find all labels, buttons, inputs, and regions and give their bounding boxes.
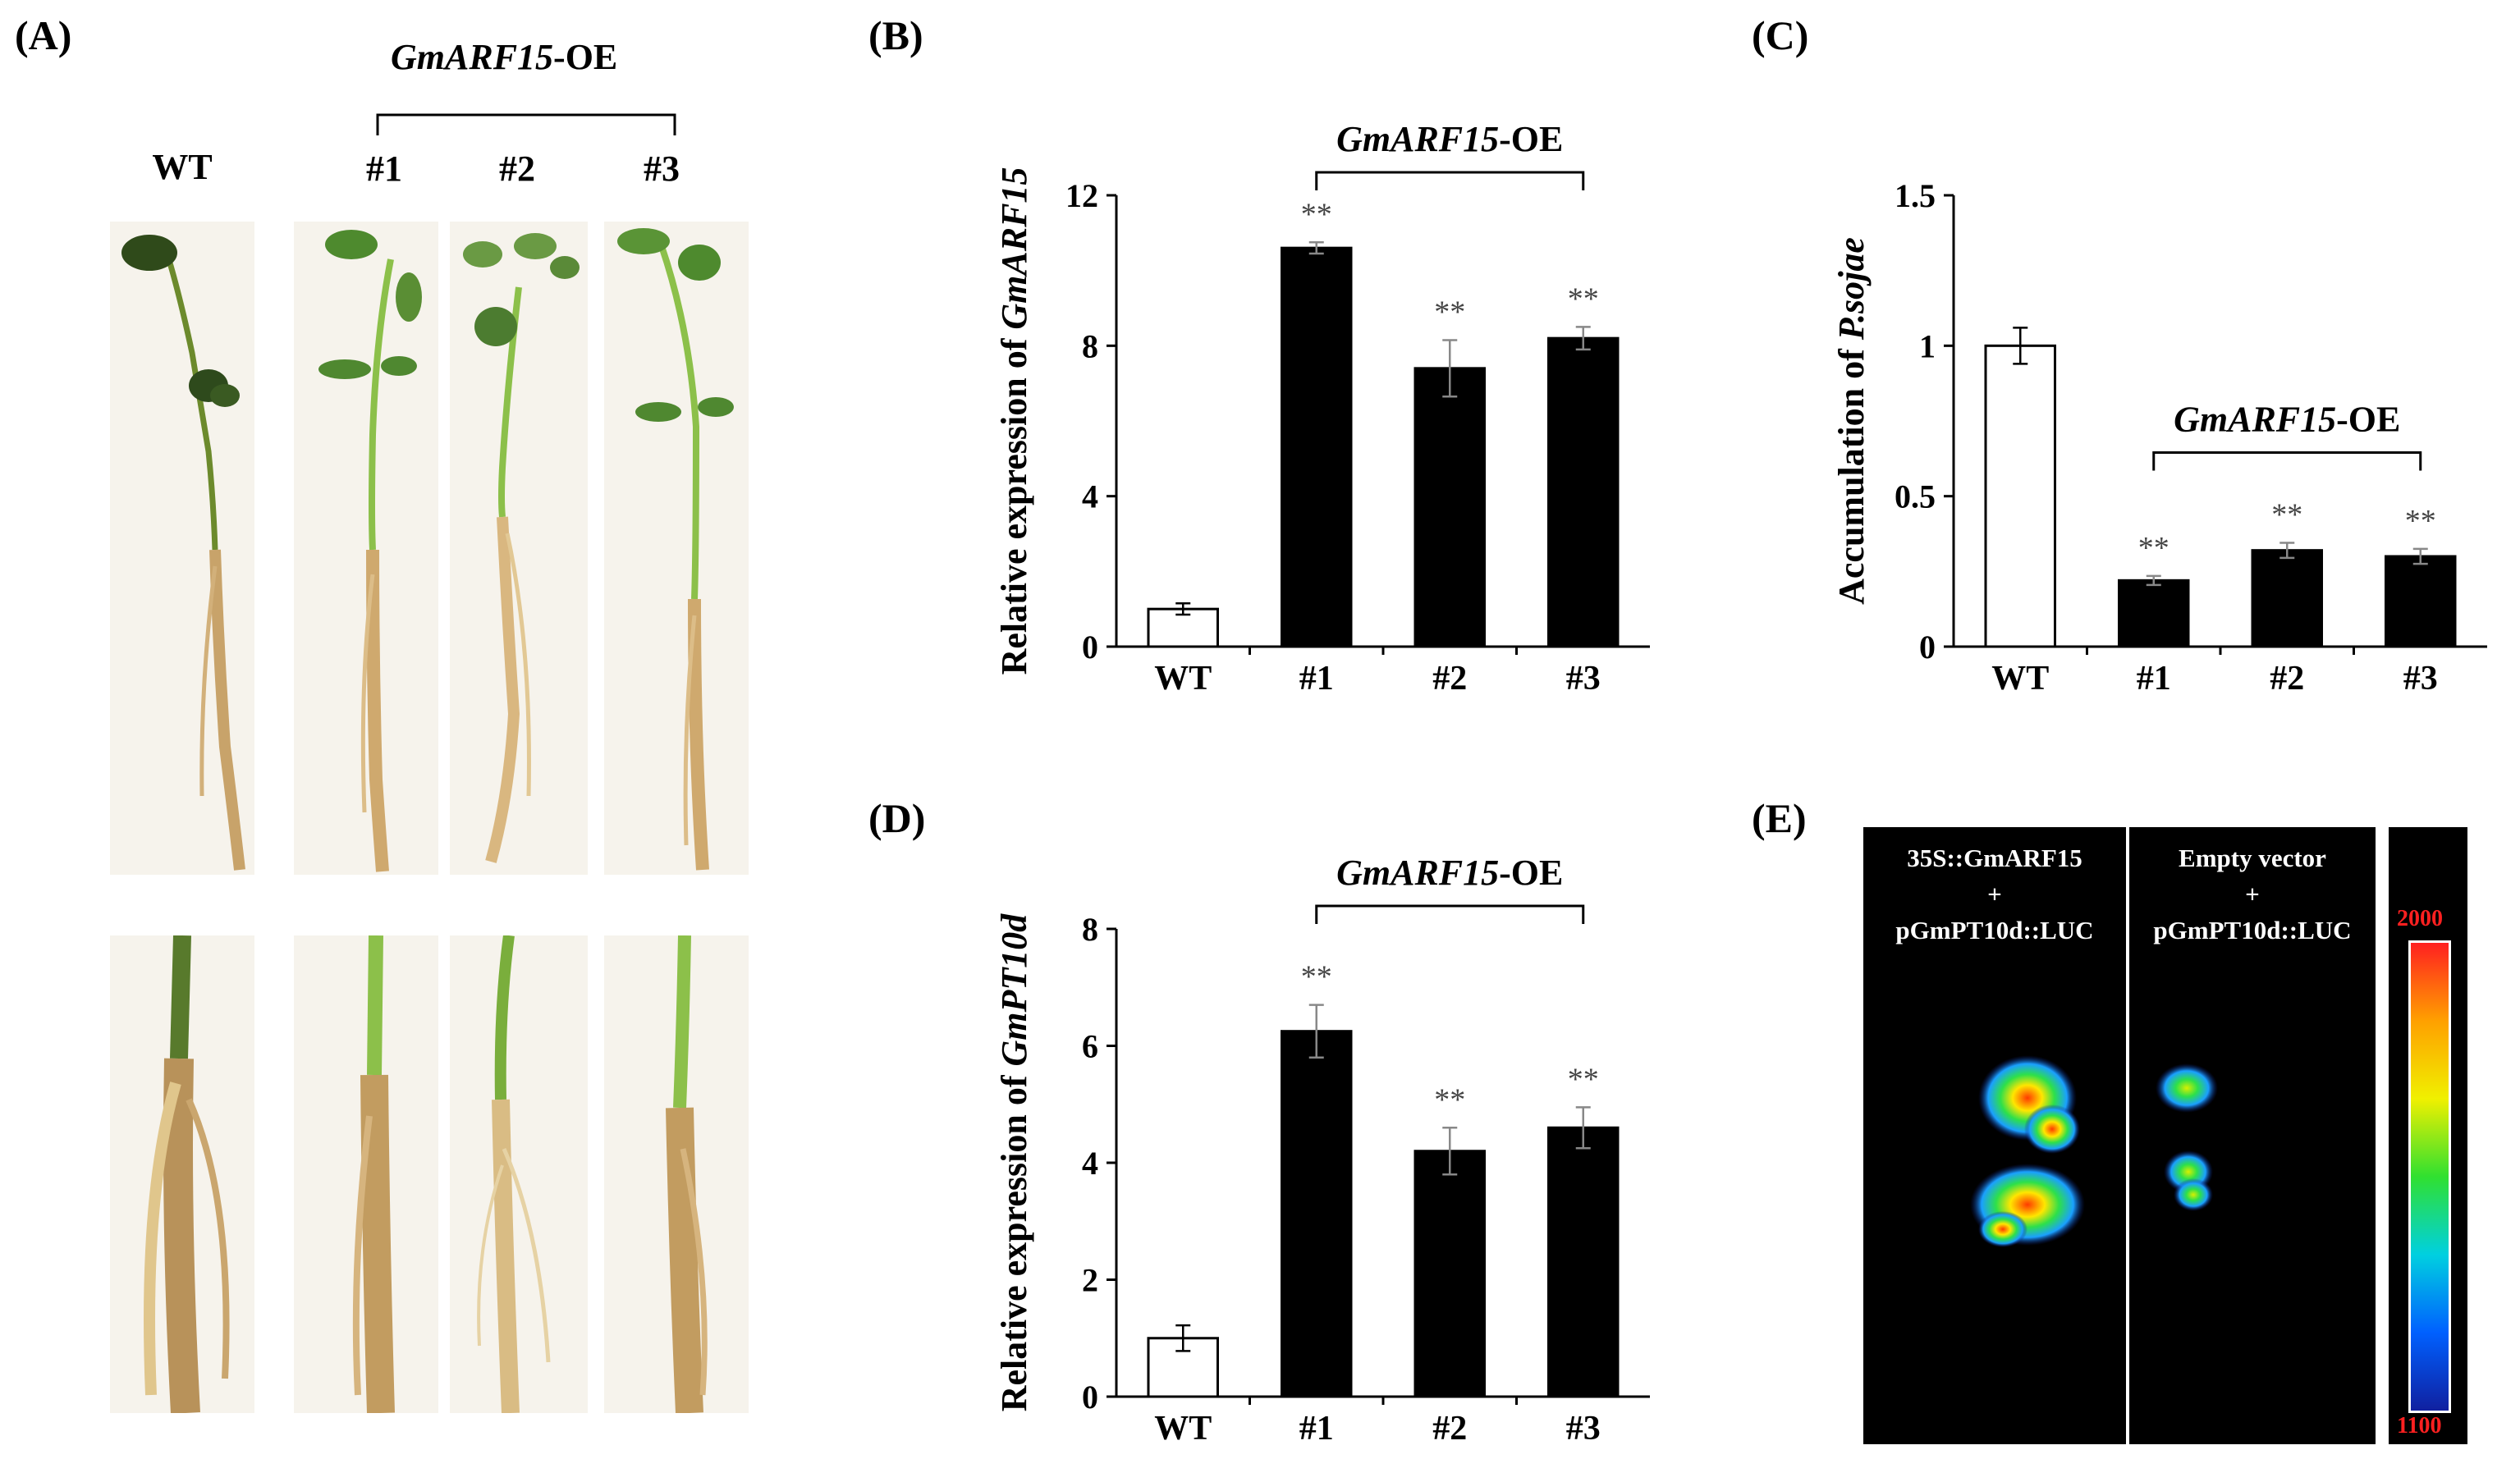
x-tick-label: WT xyxy=(1154,660,1212,697)
panel-a-line-1-label: #1 xyxy=(366,149,402,189)
photo-line-3-root xyxy=(604,935,749,1413)
panel-a-wt-label: WT xyxy=(152,147,213,187)
significance-mark: ** xyxy=(1301,960,1332,995)
panel-label-c: (C) xyxy=(1752,12,1809,58)
oe-group-bracket xyxy=(1315,904,1585,924)
x-tick-label: #2 xyxy=(1432,660,1467,697)
bar-#3 xyxy=(1547,1126,1620,1398)
y-tick-label: 0.5 xyxy=(1895,478,1936,515)
y-tick-label: 1.5 xyxy=(1895,177,1936,214)
panel-a-line-2-label: #2 xyxy=(499,149,535,189)
panel-label-a: (A) xyxy=(15,12,72,58)
significance-mark: ** xyxy=(1434,1082,1465,1117)
y-tick-label: 2 xyxy=(1082,1262,1098,1299)
photo-line-2-seedling xyxy=(450,222,588,875)
oe-group-bracket xyxy=(2152,451,2422,471)
y-tick-label: 8 xyxy=(1082,911,1098,948)
panel-a-line-3-label: #3 xyxy=(644,149,680,189)
bar-WT xyxy=(1984,344,2056,648)
x-tick-label: WT xyxy=(1154,1410,1212,1448)
luc-image-gmarf15: 35S::GmARF15 + pGmPT10d::LUC xyxy=(1863,827,2126,1444)
luc-left-line1: 35S::GmARF15 xyxy=(1907,844,2082,872)
chart-c-accumulation-psojae: 0 0.5 1 1.5 WT ** #1 ** #2 ** #3 GmARF15-OE Accumula… xyxy=(1831,177,2487,697)
panel-a-group-bracket xyxy=(376,113,676,135)
luc-left-line2: + xyxy=(1987,880,2002,908)
x-tick-label: #2 xyxy=(2270,660,2304,697)
bar-#2 xyxy=(1413,367,1486,648)
y-axis-label: Relative expression of GmARF15 xyxy=(994,167,1034,675)
bar-#2 xyxy=(1413,1150,1486,1398)
x-tick-label: #1 xyxy=(1299,660,1334,697)
x-tick-label: WT xyxy=(1991,660,2049,697)
photo-wt-root xyxy=(110,935,254,1413)
x-tick-label: #3 xyxy=(1566,1410,1601,1448)
luc-scale-max-label: 2000 xyxy=(2397,906,2443,931)
significance-mark: ** xyxy=(2138,531,2169,565)
significance-mark: ** xyxy=(1301,197,1332,231)
photo-line-1-seedling xyxy=(294,222,438,875)
y-tick-label: 12 xyxy=(1065,177,1098,214)
luc-right-signal xyxy=(2156,1063,2218,1211)
significance-mark: ** xyxy=(1434,295,1465,329)
significance-mark: ** xyxy=(2271,498,2302,533)
y-tick-label: 0 xyxy=(1082,629,1098,665)
bar-#1 xyxy=(1281,246,1353,648)
y-axis-label: Accumulation of P.sojae xyxy=(1831,237,1872,605)
chart-d-relative-expression-gmpt10d: 0 2 4 6 8 WT ** #1 ** #2 ** #3 GmARF15-OE Relative ex… xyxy=(994,853,1650,1448)
bar-#3 xyxy=(2385,555,2457,648)
photo-wt-seedling xyxy=(110,222,254,875)
luc-scale-min-label: 1100 xyxy=(2397,1413,2442,1438)
luc-scale-bar xyxy=(2408,940,2451,1413)
bar-#2 xyxy=(2251,549,2323,648)
y-tick-label: 4 xyxy=(1082,1145,1098,1182)
x-tick-label: #1 xyxy=(2137,660,2171,697)
luc-left-line3: pGmPT10d::LUC xyxy=(1895,916,2094,944)
luc-right-line2: + xyxy=(2245,880,2260,908)
y-tick-label: 1 xyxy=(1919,327,1936,364)
bar-#3 xyxy=(1547,336,1620,648)
photo-line-3-seedling xyxy=(604,222,749,875)
luc-left-signal xyxy=(1970,1055,2085,1247)
x-tick-label: #2 xyxy=(1432,1410,1467,1448)
oe-group-bracket xyxy=(1315,171,1585,190)
x-tick-label: #3 xyxy=(1566,660,1601,697)
significance-mark: ** xyxy=(2405,504,2436,538)
panel-label-e: (E) xyxy=(1752,795,1807,841)
y-tick-label: 4 xyxy=(1082,478,1098,515)
panel-a-group-title: GmARF15-OE xyxy=(391,37,618,77)
significance-mark: ** xyxy=(1568,1062,1599,1096)
x-tick-label: #1 xyxy=(1299,1410,1334,1448)
x-tick-label: #3 xyxy=(2403,660,2438,697)
panel-label-b: (B) xyxy=(868,12,923,58)
bar-#1 xyxy=(1281,1030,1353,1398)
luc-right-line3: pGmPT10d::LUC xyxy=(2153,916,2352,944)
significance-mark: ** xyxy=(1568,281,1599,316)
luc-color-scale: 2000 1100 xyxy=(2389,827,2467,1444)
photo-line-1-root xyxy=(294,935,438,1413)
y-tick-label: 6 xyxy=(1082,1028,1098,1065)
bar-#1 xyxy=(2118,579,2190,648)
panel-label-d: (D) xyxy=(868,795,926,841)
y-tick-label: 0 xyxy=(1919,629,1936,665)
y-tick-label: 0 xyxy=(1082,1379,1098,1416)
chart-b-relative-expression-gmarf15: 0 4 8 12 WT ** #1 ** #2 ** #3 GmARF15-OE Relative ex… xyxy=(994,119,1650,697)
y-axis-label: Relative expression of GmPT10d xyxy=(994,913,1034,1412)
y-tick-label: 8 xyxy=(1082,327,1098,364)
oe-group-label: GmARF15-OE xyxy=(1336,853,1563,893)
photo-line-2-root xyxy=(450,935,588,1413)
luc-image-empty-vector: Empty vector + pGmPT10d::LUC xyxy=(2129,827,2376,1444)
oe-group-label: GmARF15-OE xyxy=(1336,119,1563,159)
luc-right-line1: Empty vector xyxy=(2179,844,2326,872)
oe-group-label: GmARF15-OE xyxy=(2174,400,2400,440)
